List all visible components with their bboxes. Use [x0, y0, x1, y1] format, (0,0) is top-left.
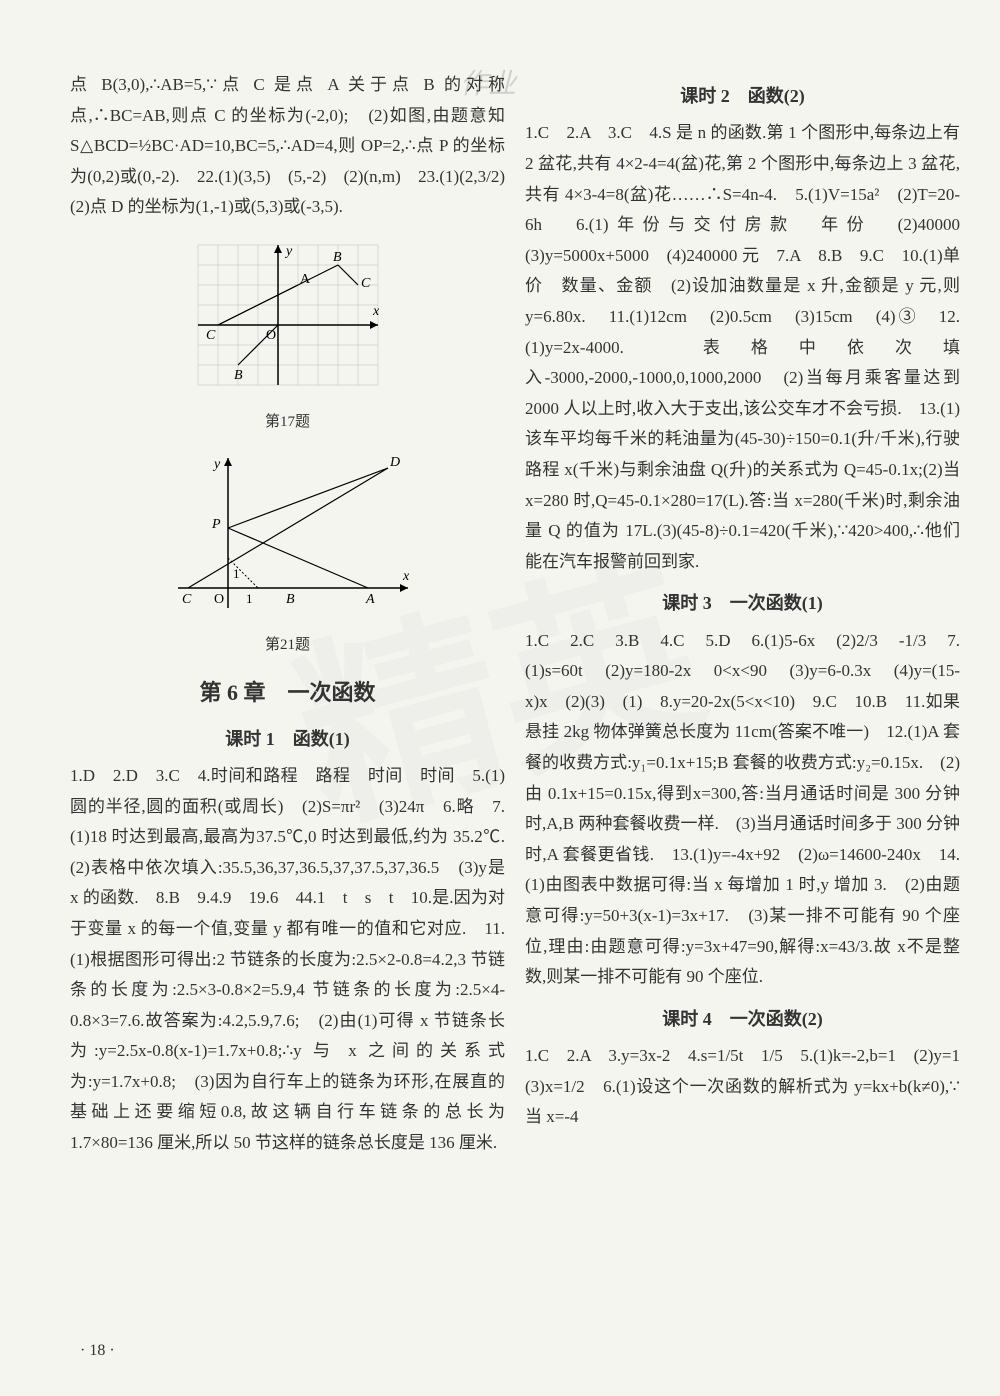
svg-text:y: y [212, 457, 221, 472]
svg-text:x: x [372, 304, 380, 319]
right-column: 课时 2 函数(2) 1.C 2.A 3.C 4.S 是 n 的函数.第 1 个… [525, 70, 960, 1161]
text-block: 点 B(3,0),∴AB=5,∵点 C 是点 A 关于点 B 的对称点,∴BC=… [70, 70, 505, 223]
svg-text:C: C [206, 328, 216, 343]
svg-text:O: O [266, 328, 276, 343]
left-column: 点 B(3,0),∴AB=5,∵点 C 是点 A 关于点 B 的对称点,∴BC=… [70, 70, 505, 1161]
text-block: 1.C 2.C 3.B 4.C 5.D 6.(1)5-6x (2)2/3 -1/… [525, 626, 960, 993]
svg-text:A: A [365, 592, 375, 607]
page-content: 点 B(3,0),∴AB=5,∵点 C 是点 A 关于点 B 的对称点,∴BC=… [70, 70, 960, 1161]
svg-text:P: P [211, 517, 221, 532]
page-number: · 18 · [80, 1337, 115, 1366]
figure-17: O A B C C B x y 第17题 [70, 235, 505, 436]
svg-text:B: B [234, 368, 243, 383]
svg-text:B: B [333, 250, 342, 265]
svg-text:A: A [300, 272, 311, 287]
svg-text:C: C [361, 276, 371, 291]
svg-text:B: B [286, 592, 295, 607]
svg-text:1: 1 [246, 591, 253, 606]
svg-text:y: y [284, 244, 293, 259]
lesson-4-heading: 课时 4 一次函数(2) [525, 1003, 960, 1035]
svg-text:1: 1 [233, 566, 240, 581]
graph-21-svg: O 1 1 C B A D P x y [158, 448, 418, 628]
lesson-3-heading: 课时 3 一次函数(1) [525, 587, 960, 619]
svg-text:C: C [182, 592, 192, 607]
text-block: 1.C 2.A 3.y=3x-2 4.s=1/5t 1/5 5.(1)k=-2,… [525, 1041, 960, 1133]
figure-21: O 1 1 C B A D P x y 第21题 [70, 448, 505, 659]
text-block: 1.D 2.D 3.C 4.时间和路程 路程 时间 时间 5.(1)圆的半径,圆… [70, 761, 505, 1159]
chapter-heading: 第 6 章 一次函数 [70, 673, 505, 713]
figure-17-caption: 第17题 [70, 409, 505, 436]
svg-text:O: O [214, 592, 224, 607]
text-block: 1.C 2.A 3.C 4.S 是 n 的函数.第 1 个图形中,每条边上有 2… [525, 118, 960, 577]
svg-text:x: x [402, 569, 410, 584]
graph-17-svg: O A B C C B x y [178, 235, 398, 405]
lesson-1-heading: 课时 1 函数(1) [70, 723, 505, 755]
svg-text:D: D [389, 455, 400, 470]
lesson-2-heading: 课时 2 函数(2) [525, 80, 960, 112]
figure-21-caption: 第21题 [70, 632, 505, 659]
